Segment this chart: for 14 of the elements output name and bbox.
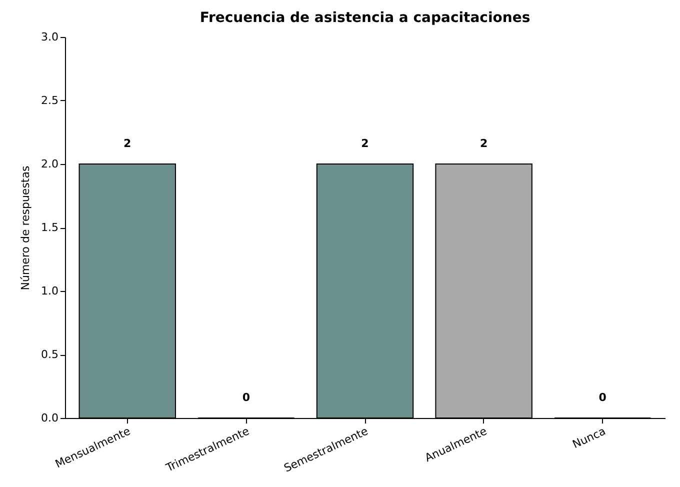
data-label: 0 [242,391,250,404]
y-tick-label: 2.5 [41,94,58,107]
y-tick-label: 1.0 [41,284,58,298]
y-tick-label: 3.0 [41,30,58,44]
y-tick-label: 0.0 [41,412,58,424]
data-label: 2 [361,137,369,150]
data-label: 2 [480,137,488,150]
y-tick-label: 2.0 [41,158,58,170]
data-label: 2 [124,137,132,150]
chart-title: Frecuencia de asistencia a capacitaciones [200,10,530,26]
y-tick-label: 0.5 [41,348,58,361]
y-axis-title: Número de respuestas [19,166,32,290]
data-label: 0 [598,391,607,404]
y-tick-label: 1.5 [41,221,58,234]
